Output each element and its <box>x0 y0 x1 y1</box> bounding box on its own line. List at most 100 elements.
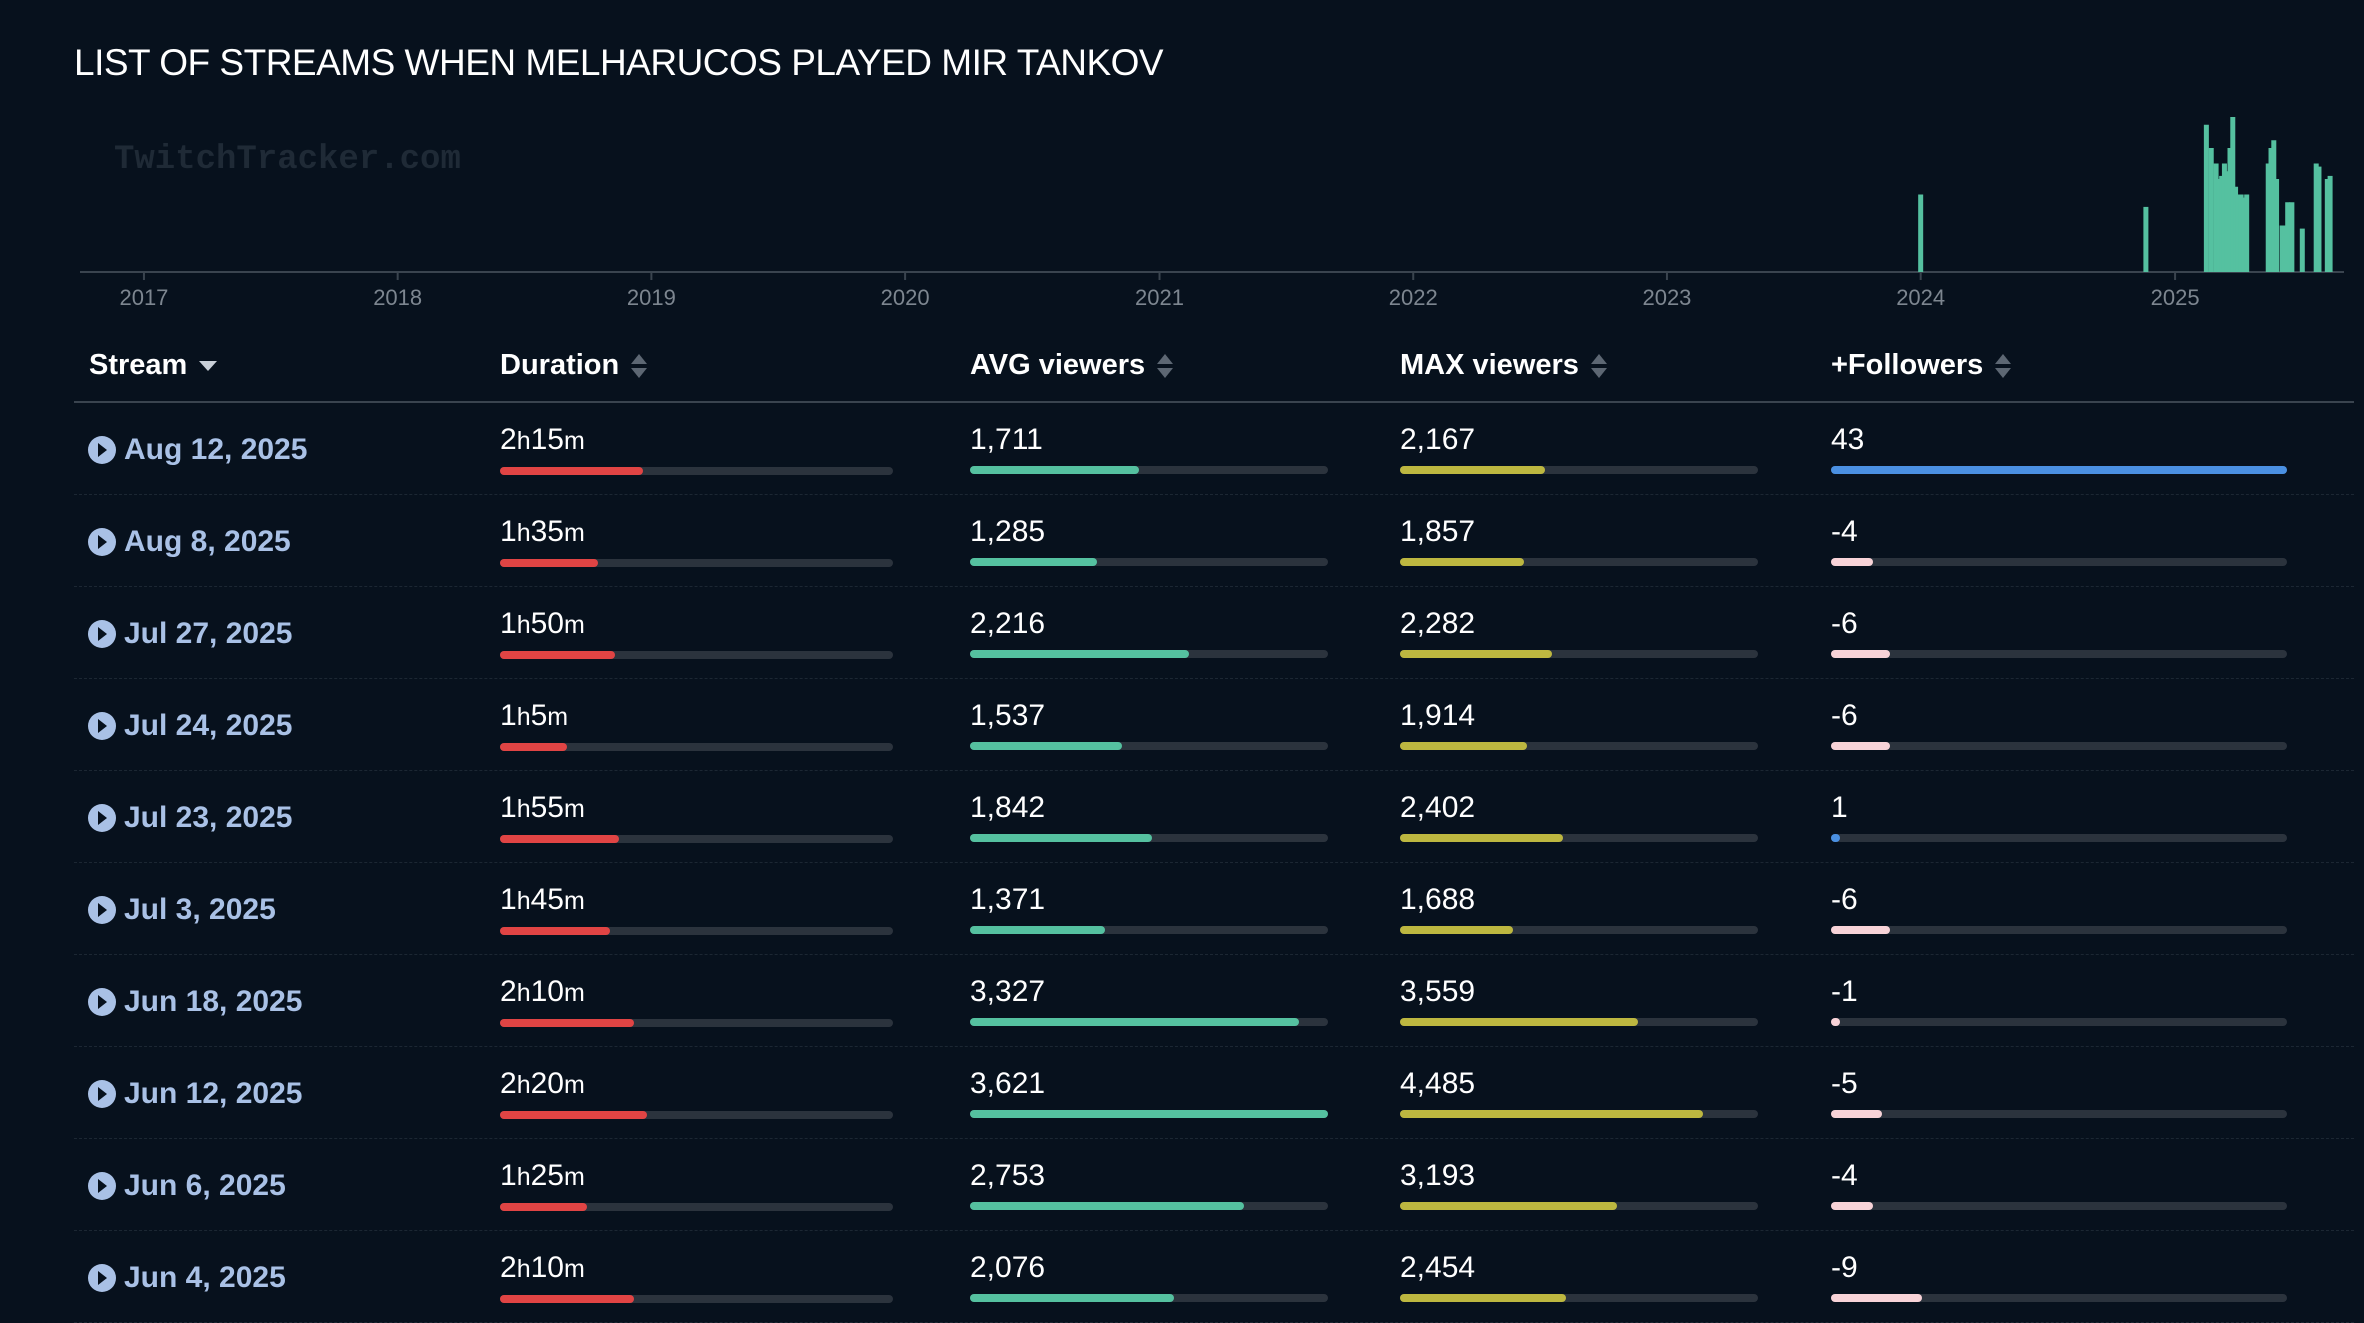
duration-bar-track <box>500 467 893 475</box>
duration-minutes: 10 <box>530 1251 564 1284</box>
followers-cell: -6 <box>1831 607 2287 658</box>
stream-bar <box>2281 225 2287 272</box>
stream-bar <box>2233 186 2239 272</box>
stream-bar <box>2213 163 2219 272</box>
max-viewers-header-label: MAX viewers <box>1400 349 1579 381</box>
followers-value: -6 <box>1831 607 1858 640</box>
avg-viewers-header-label: AVG viewers <box>970 349 1146 381</box>
year-label: 2019 <box>627 285 676 310</box>
stream-bar <box>2143 206 2149 272</box>
stream-link[interactable]: Aug 12, 2025 <box>88 433 307 467</box>
avg-viewers-bar <box>970 926 1106 934</box>
stream-date: Jul 27, 2025 <box>124 617 293 650</box>
timeline-ticks: 2017 2018 2019 2020 2021 2022 2023 2024 2025 <box>119 272 2200 310</box>
max-viewers-value: 2,167 <box>1400 423 1476 456</box>
stream-bar <box>2241 197 2247 272</box>
duration-bar-track <box>500 835 893 843</box>
duration-cell: 2h15m <box>500 423 893 475</box>
avg-viewers-bar <box>970 650 1190 658</box>
avg-viewers-bar-track <box>970 1110 1328 1118</box>
timeline-watermark: TwitchTracker.com <box>114 141 461 179</box>
max-viewers-bar-track <box>1400 558 1758 566</box>
max-viewers-value: 2,402 <box>1400 791 1476 824</box>
stream-bar <box>2274 179 2280 272</box>
table-body: Aug 12, 2025 2h15m 1,711 2,167 43 Aug 8, 2025… <box>74 403 2354 1323</box>
max-viewers-cell: 2,282 <box>1400 607 1758 658</box>
max-viewers-bar <box>1400 1202 1617 1210</box>
stream-bar <box>2271 140 2277 272</box>
play-circle-icon <box>88 712 116 740</box>
stream-link[interactable]: Jun 18, 2025 <box>88 985 302 1019</box>
max-viewers-value: 2,454 <box>1400 1251 1476 1284</box>
followers-bar <box>1831 834 1841 842</box>
duration-value: 1h55m <box>500 791 585 824</box>
followers-value: -6 <box>1831 883 1858 916</box>
stream-bar <box>2227 148 2233 272</box>
table-row: Aug 12, 2025 2h15m 1,711 2,167 43 <box>74 403 2354 495</box>
max-viewers-bar <box>1400 926 1513 934</box>
avg-viewers-bar-track <box>970 650 1328 658</box>
followers-bar <box>1831 742 1891 750</box>
stream-bar <box>2224 171 2230 272</box>
duration-minutes: 10 <box>530 975 564 1008</box>
avg-viewers-bar-track <box>970 1202 1328 1210</box>
duration-bar <box>500 1203 587 1211</box>
followers-bar-track <box>1831 558 2287 566</box>
sort-icon <box>1157 352 1174 380</box>
duration-minutes: 25 <box>530 1159 564 1192</box>
followers-cell: -5 <box>1831 1067 2287 1118</box>
followers-cell: -6 <box>1831 883 2287 934</box>
duration-cell: 1h50m <box>500 607 893 659</box>
max-viewers-value: 1,914 <box>1400 699 1476 732</box>
stream-link[interactable]: Jul 24, 2025 <box>88 709 292 743</box>
duration-value: 2h10m <box>500 975 585 1008</box>
year-label: 2024 <box>1896 285 1945 310</box>
streams-table: Stream Duration AVG viewers MAX viewers … <box>74 335 2354 1323</box>
duration-value: 1h35m <box>500 515 585 548</box>
max-viewers-bar <box>1400 650 1553 658</box>
followers-value: -4 <box>1831 1159 1858 1192</box>
stream-link[interactable]: Jun 6, 2025 <box>88 1169 286 1203</box>
duration-cell: 1h45m <box>500 883 893 935</box>
avg-viewers-cell: 2,076 <box>970 1251 1328 1302</box>
avg-viewers-value: 3,621 <box>970 1067 1046 1100</box>
stream-date: Jul 23, 2025 <box>124 801 293 834</box>
timeline-bars <box>1918 117 2333 272</box>
duration-bar-track <box>500 1203 893 1211</box>
sort-icon <box>1995 352 2012 380</box>
stream-bar <box>2216 179 2222 272</box>
max-viewers-value: 2,282 <box>1400 607 1476 640</box>
max-viewers-column-header[interactable]: MAX viewers <box>1400 349 1607 382</box>
play-circle-icon <box>88 528 116 556</box>
followers-bar <box>1831 650 1891 658</box>
duration-hours: 1 <box>500 883 517 916</box>
duration-value: 1h25m <box>500 1159 585 1192</box>
stream-link[interactable]: Jul 3, 2025 <box>88 893 276 927</box>
duration-bar-track <box>500 651 893 659</box>
stream-bar <box>2265 163 2271 272</box>
stream-link[interactable]: Jul 23, 2025 <box>88 801 292 835</box>
stream-bar <box>2324 179 2330 272</box>
stream-column-header[interactable]: Stream <box>89 349 218 382</box>
stream-link[interactable]: Jun 4, 2025 <box>88 1261 286 1295</box>
avg-viewers-value: 1,711 <box>970 423 1043 456</box>
stream-bar <box>2235 194 2241 272</box>
stream-bar <box>2327 175 2333 272</box>
max-viewers-value: 1,857 <box>1400 515 1476 548</box>
followers-value: -6 <box>1831 699 1858 732</box>
stream-link[interactable]: Jul 27, 2025 <box>88 617 292 651</box>
followers-bar-track <box>1831 1018 2287 1026</box>
avg-viewers-bar <box>970 1018 1299 1026</box>
duration-value: 2h20m <box>500 1067 585 1100</box>
stream-link[interactable]: Jun 12, 2025 <box>88 1077 302 1111</box>
duration-minutes: 50 <box>530 607 564 640</box>
stream-link[interactable]: Aug 8, 2025 <box>88 525 291 559</box>
max-viewers-cell: 2,454 <box>1400 1251 1758 1302</box>
duration-column-header[interactable]: Duration <box>500 349 648 382</box>
duration-hours: 2 <box>500 423 517 456</box>
stream-date: Jul 3, 2025 <box>124 893 276 926</box>
duration-hours: 1 <box>500 699 517 732</box>
followers-bar-track <box>1831 466 2287 474</box>
avg-viewers-column-header[interactable]: AVG viewers <box>970 349 1174 382</box>
followers-column-header[interactable]: +Followers <box>1831 349 2012 382</box>
